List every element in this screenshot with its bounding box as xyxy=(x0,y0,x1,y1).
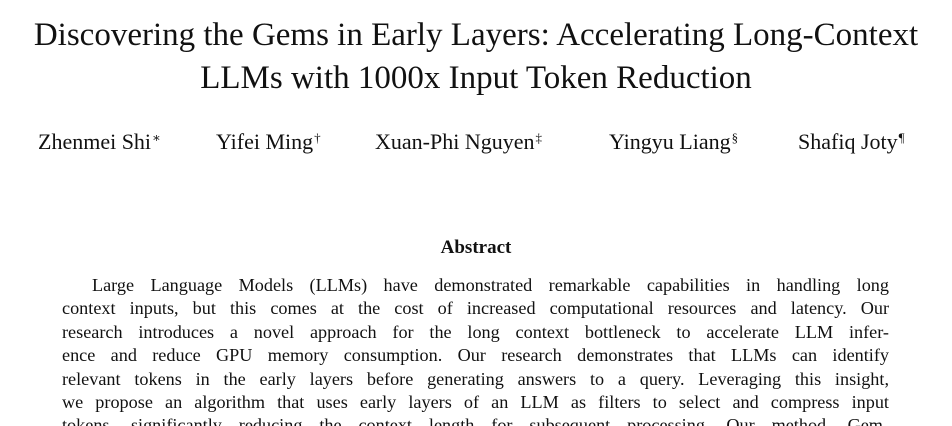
author-name: Yifei Ming xyxy=(216,129,314,154)
abstract-body: Large Language Models (LLMs) have demons… xyxy=(62,274,889,426)
author-name: Shafiq Joty xyxy=(798,129,898,154)
abstract-line: ence and reduce GPU memory consumption. … xyxy=(62,345,889,366)
abstract-line: research introduces a novel approach for… xyxy=(62,321,889,342)
author-yifei-ming: Yifei Ming† xyxy=(216,128,321,156)
author-affiliation-mark: ∗ xyxy=(152,130,161,145)
author-name: Xuan-Phi Nguyen xyxy=(375,129,535,154)
author-yingyu-liang: Yingyu Liang§ xyxy=(609,128,738,156)
abstract-heading: Abstract xyxy=(440,237,512,258)
paper-title-line-1: Discovering the Gems in Early Layers: Ac… xyxy=(33,17,919,53)
paper-title: Discovering the Gems in Early Layers: Ac… xyxy=(0,14,952,100)
author-affiliation-mark: ¶ xyxy=(898,130,905,145)
author-affiliation-mark: ‡ xyxy=(535,130,542,145)
paper-title-line-2: LLMs with 1000x Input Token Reduction xyxy=(200,60,752,96)
author-xuan-phi-nguyen: Xuan-Phi Nguyen‡ xyxy=(375,128,542,156)
abstract-line: tokens, significantly reducing the conte… xyxy=(62,415,889,426)
abstract-line: context inputs, but this comes at the co… xyxy=(62,298,889,319)
author-name: Yingyu Liang xyxy=(609,129,731,154)
author-affiliation-mark: § xyxy=(731,130,739,145)
abstract-line: we propose an algorithm that uses early … xyxy=(62,391,889,412)
author-name: Zhenmei Shi xyxy=(38,129,152,154)
author-zhenmei-shi: Zhenmei Shi∗ xyxy=(38,128,161,156)
author-list: Zhenmei Shi∗ Yifei Ming† Xuan-Phi Nguyen… xyxy=(0,128,952,158)
author-shafiq-joty: Shafiq Joty¶ xyxy=(798,128,905,156)
abstract-line: relevant tokens in the early layers befo… xyxy=(62,368,889,389)
abstract-line: Large Language Models (LLMs) have demons… xyxy=(92,275,889,295)
author-affiliation-mark: † xyxy=(314,130,321,145)
